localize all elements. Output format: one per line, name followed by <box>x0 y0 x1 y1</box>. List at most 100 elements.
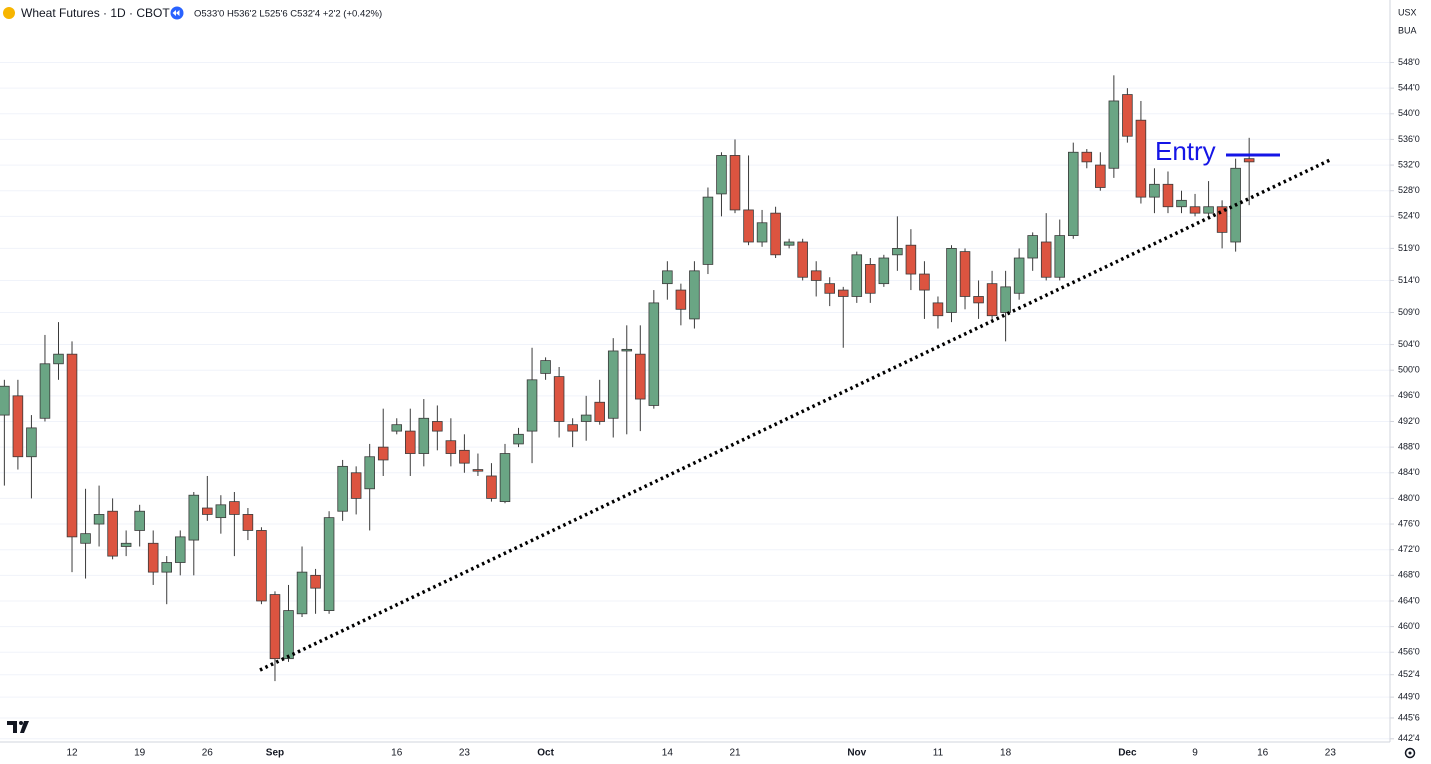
candle-body <box>824 283 835 294</box>
candle-body <box>702 196 714 265</box>
candle-body <box>215 504 227 519</box>
candle-body <box>283 610 294 660</box>
x-tick-label: 9 <box>1192 748 1198 759</box>
y-tick-label: 519'0 <box>1398 243 1420 253</box>
y-tick-label: 500'0 <box>1398 365 1420 375</box>
candle-body <box>594 401 605 422</box>
logo-dot <box>19 721 23 725</box>
x-tick-label: Sep <box>266 748 284 759</box>
y-tick-label: 514'0 <box>1398 275 1420 285</box>
candle-body <box>973 296 984 304</box>
candle-body <box>946 248 957 313</box>
x-tick-label: 23 <box>459 748 471 759</box>
candle-body <box>959 251 971 297</box>
candle-body <box>770 212 781 256</box>
candle-body <box>851 254 863 297</box>
y-tick-label: 536'0 <box>1398 134 1420 144</box>
candle-body <box>391 424 403 432</box>
candle-body <box>1135 119 1147 198</box>
candle-body <box>567 424 578 432</box>
candle-body <box>80 533 91 544</box>
candle-body <box>607 350 619 419</box>
logo[interactable] <box>7 721 29 733</box>
candle-body <box>26 427 37 458</box>
candle-body <box>526 379 538 432</box>
y-tick-label: 456'0 <box>1398 647 1420 657</box>
candle-body <box>932 302 944 317</box>
plot-area <box>0 75 1255 682</box>
y-tick-label: 504'0 <box>1398 339 1420 349</box>
candle-body <box>1162 183 1174 208</box>
candle-body <box>120 542 132 547</box>
candle-body <box>93 514 105 525</box>
replay-icon <box>172 10 180 16</box>
candle-body <box>689 270 700 320</box>
x-tick-label: 23 <box>1325 748 1337 759</box>
y-tick-label: 528'0 <box>1398 185 1420 195</box>
x-tick-label: 12 <box>66 748 78 759</box>
currency-badge[interactable]: USX <box>1398 7 1417 17</box>
candle-body <box>432 421 443 432</box>
candle-body <box>1149 183 1160 198</box>
candle-body <box>269 594 281 660</box>
candle-body <box>1040 241 1052 278</box>
y-tick-label: 496'0 <box>1398 390 1420 400</box>
candle-body <box>107 510 118 557</box>
x-tick-label: Nov <box>847 748 866 759</box>
candle-body <box>662 270 673 285</box>
chart-title: Wheat Futures · 1D · CBOT <box>21 6 170 20</box>
y-tick-label: 492'0 <box>1398 416 1420 426</box>
candle-body <box>66 353 78 538</box>
y-tick-label: 442'4 <box>1398 733 1420 743</box>
x-tick-label: 21 <box>729 748 741 759</box>
candle-body <box>486 475 497 499</box>
y-tick-label: 480'0 <box>1398 493 1420 503</box>
candle-body <box>1122 94 1133 137</box>
candle-body <box>729 155 741 211</box>
candle-body <box>1027 235 1038 259</box>
candle-body <box>147 542 159 573</box>
candle-body <box>1067 151 1079 236</box>
candle-body <box>364 456 375 490</box>
x-tick-label: 11 <box>933 748 944 759</box>
candle-body <box>553 376 565 422</box>
candle-body <box>1081 151 1093 163</box>
y-tick-label: 488'0 <box>1398 441 1420 451</box>
candle-body <box>878 257 890 285</box>
y-tick-label: 476'0 <box>1398 518 1420 528</box>
y-tick-label: 532'0 <box>1398 159 1420 169</box>
candle-body <box>418 417 430 454</box>
candle-body <box>405 430 416 454</box>
candle-body <box>1176 199 1187 208</box>
candle-body <box>1108 100 1120 169</box>
y-axis: 548'0 544'0 540'0 536'0 532'0 528'0 524'0 519'0… <box>1390 57 1420 743</box>
candle-body <box>256 530 267 602</box>
candle-body <box>675 289 687 310</box>
candle-body <box>837 289 849 297</box>
x-axis: 12 19 26 Sep 16 23 Oct 14 21 Nov 11 18 Dec 9 16 23 <box>66 748 1336 759</box>
candle-body <box>188 494 200 541</box>
settings-button[interactable] <box>1404 747 1416 759</box>
candle-body <box>174 536 186 563</box>
candle-body <box>1095 164 1106 188</box>
x-tick-label: Dec <box>1118 748 1137 759</box>
candle-body <box>296 571 308 615</box>
y-tick-label: 472'0 <box>1398 544 1420 554</box>
candle-body <box>472 469 484 472</box>
candle-body <box>1000 286 1011 313</box>
grid <box>0 62 1390 740</box>
candle-body <box>12 395 24 458</box>
y-tick-label: 464'0 <box>1398 595 1420 605</box>
y-tick-label: 452'4 <box>1398 669 1420 679</box>
y-tick-label: 484'0 <box>1398 467 1420 477</box>
candle-body <box>797 241 808 278</box>
candle-body <box>743 209 754 243</box>
candle-body <box>865 264 876 294</box>
candle-body <box>161 562 173 573</box>
unit-badge[interactable]: BUA <box>1398 25 1417 35</box>
candle-body <box>783 241 795 246</box>
candle-body <box>323 517 335 611</box>
candle-body <box>459 449 470 464</box>
